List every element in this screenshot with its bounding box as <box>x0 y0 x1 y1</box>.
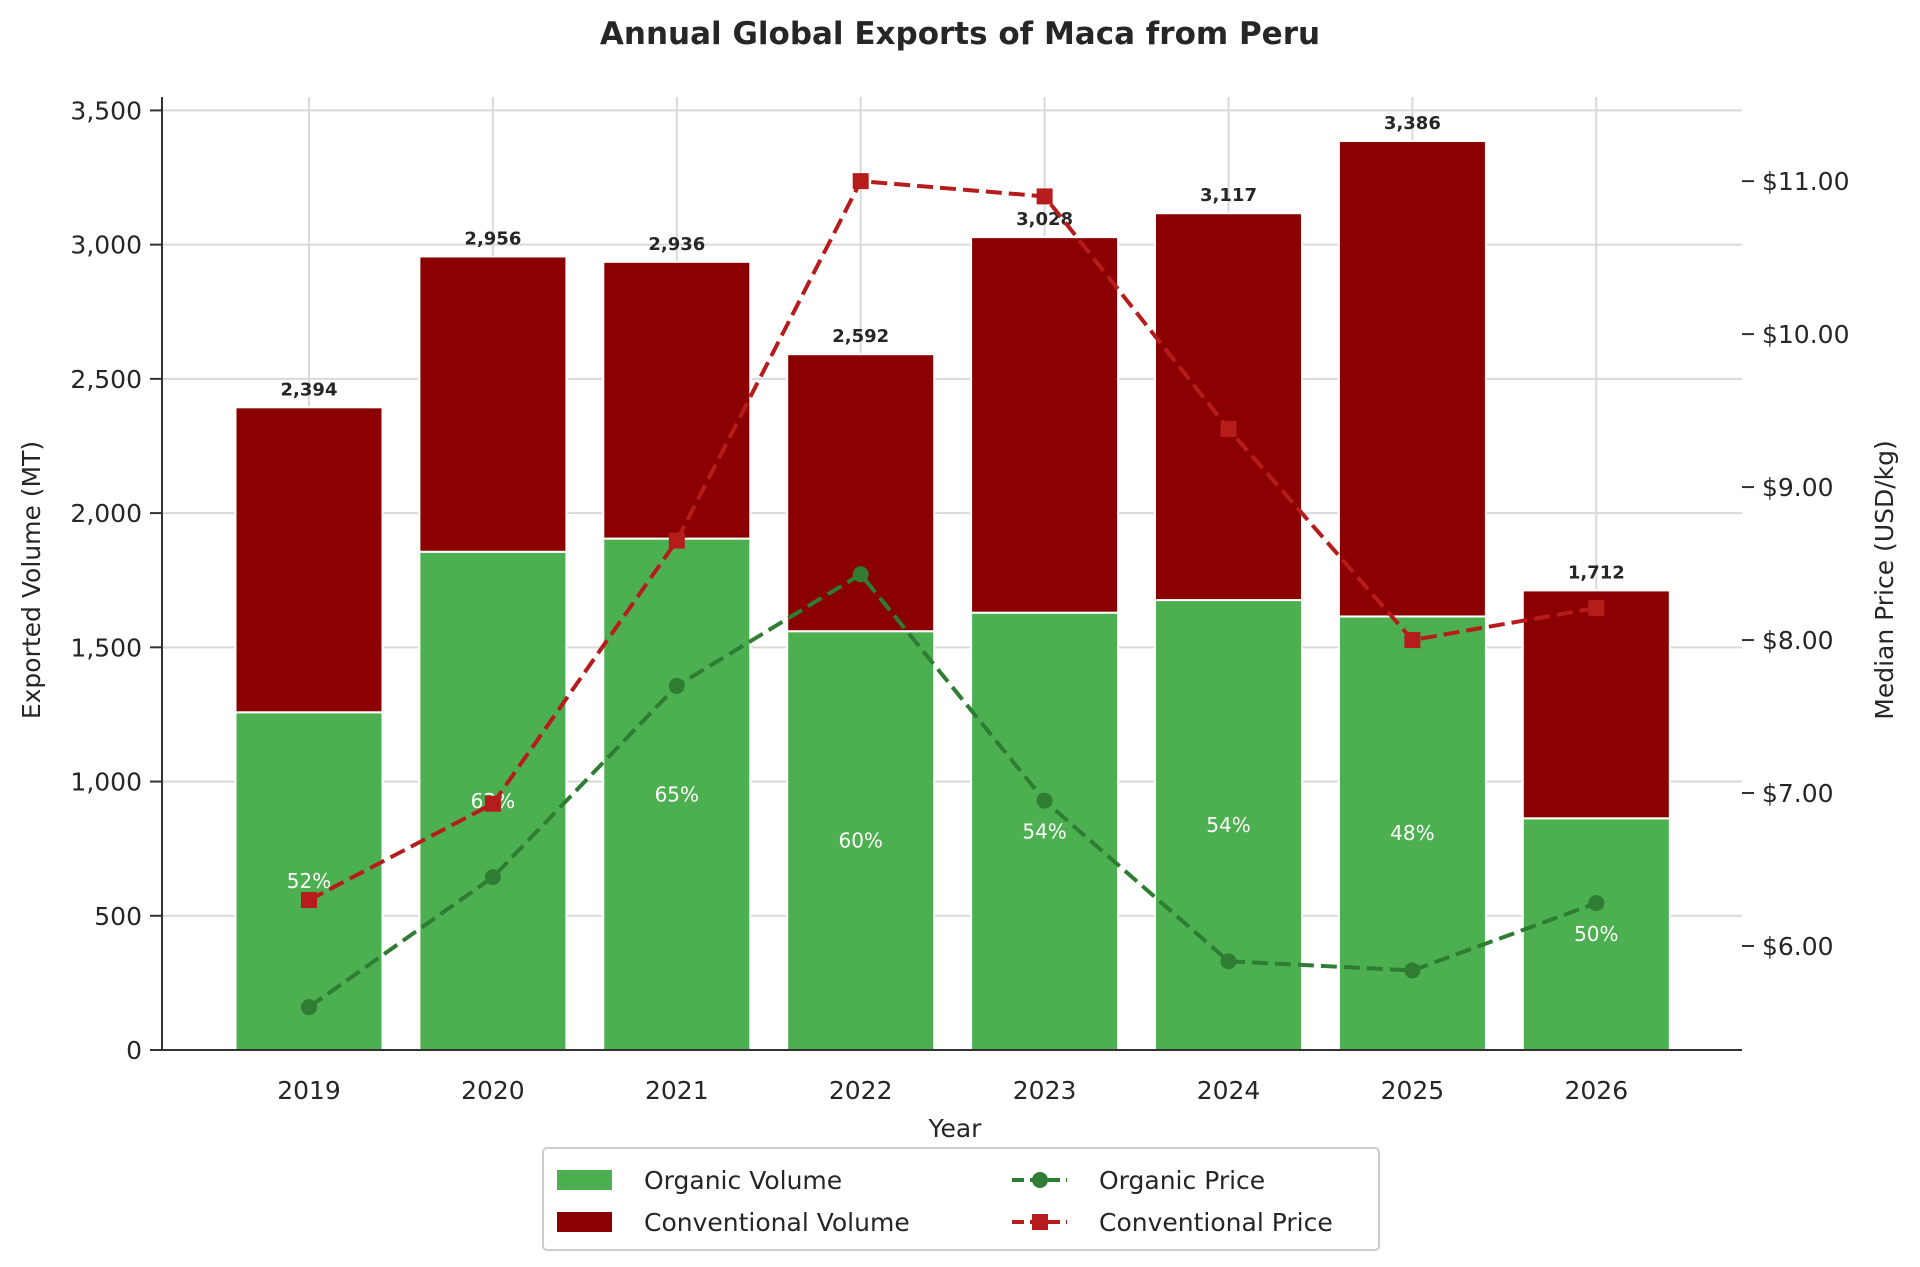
organic-share-label: 48% <box>1390 821 1434 845</box>
conventional-price-point <box>668 532 685 549</box>
conventional-volume-bar <box>602 260 752 540</box>
x-tick-label: 2024 <box>1197 1076 1261 1105</box>
legend-organic-volume-label: Organic Volume <box>644 1166 842 1195</box>
x-tick-label: 2021 <box>645 1076 709 1105</box>
y-tick-label: 500 <box>94 902 142 931</box>
y2-tick-label: $10.00 <box>1762 320 1849 349</box>
legend-conventional-volume-swatch <box>557 1212 612 1232</box>
y-tick-label: 3,000 <box>70 231 142 260</box>
organic-price-point <box>1220 953 1237 970</box>
conventional-volume-bar <box>234 406 384 714</box>
organic-volume-bar <box>786 630 936 1052</box>
legend-organic-price-label: Organic Price <box>1099 1166 1265 1195</box>
organic-price-point <box>301 999 317 1016</box>
y-axis-title: Exported Volume (MT) <box>17 441 46 719</box>
y2-tick-label: $11.00 <box>1762 167 1849 196</box>
organic-share-label: 52% <box>287 869 331 893</box>
grid-lines <box>162 97 1742 1051</box>
conventional-volume-bar <box>1521 589 1671 820</box>
x-tick-label: 2023 <box>1013 1076 1077 1105</box>
x-tick-label: 2019 <box>277 1076 341 1105</box>
organic-price-point <box>1404 962 1421 979</box>
y-tick-label: 1,000 <box>70 768 142 797</box>
x-tick-label: 2025 <box>1381 1076 1445 1105</box>
legend-conventional-price-label: Conventional Price <box>1099 1208 1333 1237</box>
y2-tick-label: $9.00 <box>1762 473 1834 502</box>
conventional-price-point <box>1404 632 1421 649</box>
conventional-price-point <box>1036 188 1053 205</box>
y-tick-label: 2,000 <box>70 499 142 528</box>
conventional-price-point <box>1588 599 1605 616</box>
conventional-price-point <box>301 892 317 909</box>
y-tick-label: 0 <box>126 1036 142 1065</box>
axes: 0 500 1,000 1,500 2,000 2,500 3,000 3,500 2019 20… <box>70 96 1849 1105</box>
organic-share-label: 60% <box>838 829 882 853</box>
organic-share-label: 65% <box>655 782 699 806</box>
total-volume-label: 2,956 <box>464 228 521 249</box>
organic-price-point <box>852 566 869 583</box>
conventional-price-point <box>1220 420 1237 437</box>
organic-price-point <box>668 677 685 694</box>
total-volume-label: 3,028 <box>1016 209 1073 230</box>
total-volume-label: 2,394 <box>281 379 338 400</box>
organic-share-label: 54% <box>1206 813 1250 837</box>
total-volume-label: 3,386 <box>1384 113 1441 134</box>
organic-volume-bar <box>970 611 1120 1051</box>
y2-tick-label: $7.00 <box>1762 779 1834 808</box>
legend-box <box>542 1147 1380 1251</box>
total-volume-label: 2,936 <box>648 234 705 255</box>
legend: Organic Volume Conventional Volume Organic… <box>542 1147 1380 1251</box>
x-axis-title: Year <box>928 1114 983 1143</box>
organic-volume-bar <box>1154 599 1303 1051</box>
y-tick-label: 3,500 <box>70 96 142 125</box>
organic-price-line <box>307 571 1597 1009</box>
organic-price-point <box>484 869 501 886</box>
organic-share-label: 50% <box>1574 922 1618 946</box>
x-tick-label: 2020 <box>461 1076 525 1105</box>
organic-price-point <box>1036 792 1053 809</box>
price-lines <box>301 173 1605 1016</box>
legend-conventional-volume-label: Conventional Volume <box>644 1208 910 1237</box>
conventional-price-point <box>484 795 501 812</box>
legend-conventional-price-marker <box>1032 1214 1048 1230</box>
organic-volume-bar <box>234 711 384 1051</box>
organic-price-point <box>1588 895 1605 912</box>
x-tick-label: 2022 <box>829 1076 893 1105</box>
conventional-price-point <box>852 173 869 190</box>
y2-tick-label: $8.00 <box>1762 626 1834 655</box>
y2-axis-title: Median Price (USD/kg) <box>1870 440 1899 720</box>
conventional-volume-bar <box>1337 140 1487 618</box>
organic-share-label: 54% <box>1022 819 1066 843</box>
bars <box>234 140 1671 1052</box>
x-tick-label: 2026 <box>1564 1076 1628 1105</box>
conventional-volume-bar <box>418 255 568 553</box>
conventional-volume-bar <box>970 236 1120 614</box>
conventional-volume-bar <box>786 353 936 633</box>
legend-organic-volume-swatch <box>557 1170 612 1190</box>
conventional-price-line <box>308 179 1597 902</box>
y-tick-label: 2,500 <box>70 365 142 394</box>
y2-tick-label: $6.00 <box>1762 932 1834 961</box>
conventional-volume-bar <box>1154 212 1303 602</box>
chart-title: Annual Global Exports of Maca from Peru <box>600 16 1320 52</box>
legend-organic-price-marker <box>1032 1172 1048 1188</box>
y-tick-label: 1,500 <box>70 633 142 662</box>
total-volume-label: 1,712 <box>1568 562 1625 583</box>
total-volume-label: 3,117 <box>1200 185 1257 206</box>
total-volume-label: 2,592 <box>832 326 889 347</box>
